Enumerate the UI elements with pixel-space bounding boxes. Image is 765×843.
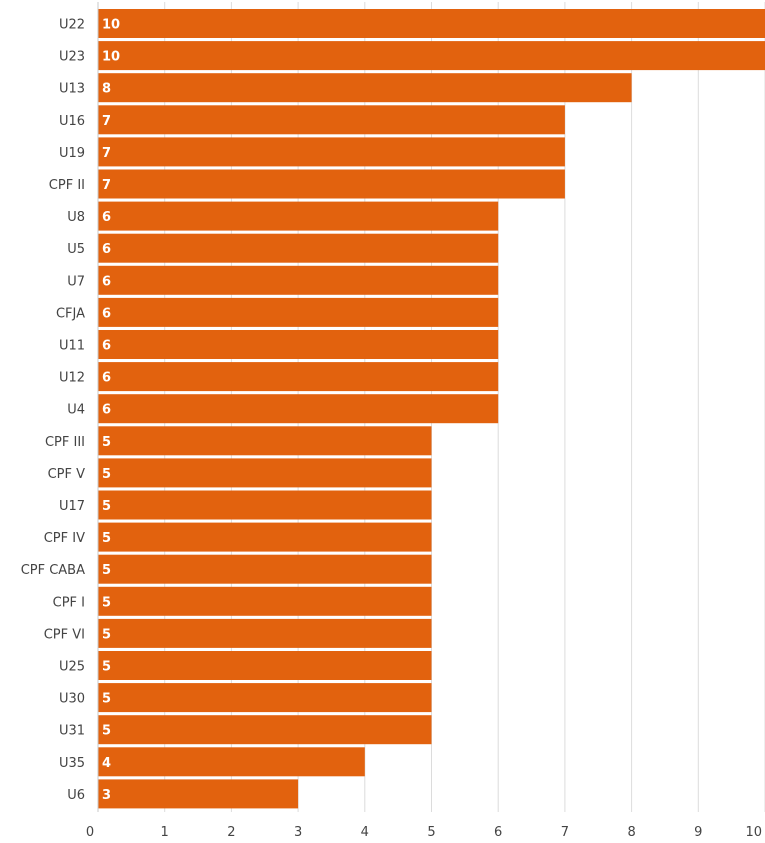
category-label: U7 [67, 274, 85, 289]
category-label: U31 [59, 724, 85, 739]
data-label: 6 [102, 403, 111, 418]
category-label: CPF II [49, 178, 85, 193]
bar [98, 554, 432, 584]
data-label: 4 [102, 756, 111, 771]
x-tick-label: 3 [294, 825, 302, 840]
x-tick-label: 1 [161, 825, 169, 840]
data-label: 5 [102, 531, 111, 546]
data-label: 7 [102, 178, 111, 193]
x-tick-label: 9 [694, 825, 702, 840]
bar [98, 105, 565, 135]
bar [98, 73, 632, 103]
bar [98, 233, 499, 263]
category-label: CPF III [45, 435, 85, 450]
category-label: U23 [59, 50, 85, 65]
x-tick-label: 5 [427, 825, 435, 840]
bar [98, 683, 432, 713]
data-label: 10 [102, 50, 120, 65]
x-tick-label: 0 [86, 825, 94, 840]
category-label: CPF VI [44, 627, 85, 642]
x-tick-label: 4 [361, 825, 369, 840]
category-label: U5 [67, 242, 85, 257]
data-label: 6 [102, 371, 111, 386]
data-label: 5 [102, 563, 111, 578]
data-label: 10 [102, 18, 120, 33]
category-labels: U22 U23 U13 U16 U19 CPF II U8 U5 U7 CFJA U11 U12 U4 C… [21, 18, 85, 803]
data-label: 5 [102, 499, 111, 514]
category-label: CFJA [56, 306, 85, 321]
category-label: CPF V [48, 467, 86, 482]
category-label: U6 [67, 788, 85, 803]
category-label: CPF CABA [21, 563, 85, 578]
bar [98, 522, 432, 552]
category-label: U11 [59, 339, 85, 354]
data-label: 5 [102, 435, 111, 450]
data-label: 5 [102, 660, 111, 675]
bar [98, 490, 432, 520]
data-label: 6 [102, 339, 111, 354]
data-label: 7 [102, 146, 111, 161]
data-label: 8 [102, 82, 111, 97]
data-label: 5 [102, 692, 111, 707]
data-label: 6 [102, 242, 111, 257]
category-label: U4 [67, 403, 85, 418]
x-tick-label: 8 [627, 825, 635, 840]
category-label: U35 [59, 756, 85, 771]
category-label: U12 [59, 371, 85, 386]
bar [98, 330, 499, 359]
bar [98, 458, 432, 488]
data-label: 5 [102, 627, 111, 642]
category-label: U8 [67, 210, 85, 225]
bar [98, 651, 432, 680]
category-label: U13 [59, 82, 85, 97]
bar [98, 9, 765, 38]
bar [98, 779, 299, 809]
category-label: U16 [59, 114, 85, 129]
bar [98, 586, 432, 616]
x-tick-label: 2 [227, 825, 235, 840]
bar [98, 747, 365, 777]
category-label: CPF IV [44, 531, 85, 546]
category-label: CPF I [53, 595, 85, 610]
data-label: 6 [102, 210, 111, 225]
data-label: 7 [102, 114, 111, 129]
data-label: 6 [102, 274, 111, 289]
category-label: U30 [59, 692, 85, 707]
category-label: U22 [59, 18, 85, 33]
bar [98, 41, 765, 71]
data-label: 3 [102, 788, 111, 803]
data-label: 6 [102, 306, 111, 321]
category-label: U25 [59, 660, 85, 675]
data-label: 5 [102, 595, 111, 610]
bar [98, 169, 565, 199]
bar [98, 426, 432, 456]
x-tick-label: 6 [494, 825, 502, 840]
x-axis-tick-labels: 0 1 2 3 4 5 6 7 8 9 10 [86, 825, 762, 840]
bar [98, 618, 432, 648]
x-tick-label: 10 [745, 825, 762, 840]
category-label: U17 [59, 499, 85, 514]
bar [98, 362, 499, 392]
bar [98, 715, 432, 745]
data-label: 5 [102, 724, 111, 739]
data-label: 5 [102, 467, 111, 482]
bar [98, 394, 499, 424]
bar [98, 297, 499, 327]
bar [98, 265, 499, 295]
category-label: U19 [59, 146, 85, 161]
x-tick-label: 7 [561, 825, 569, 840]
bars: 10 10 8 7 7 7 6 6 6 6 6 6 6 5 5 5 5 5 5 5 5 5 5 4 3 [98, 9, 765, 809]
bar [98, 201, 499, 231]
bar [98, 137, 565, 167]
